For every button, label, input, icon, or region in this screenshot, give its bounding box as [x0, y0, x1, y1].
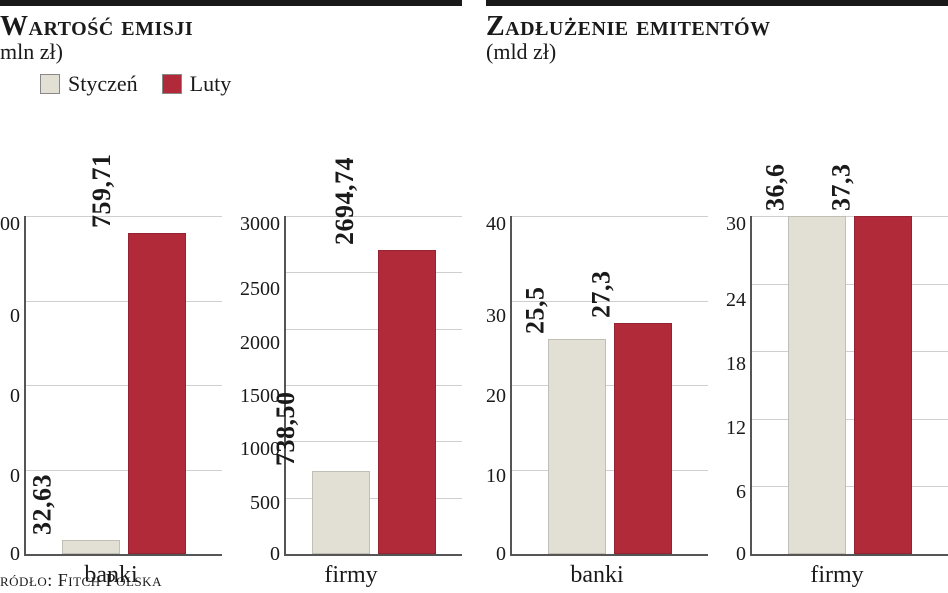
bar-series-a: 25,5 — [548, 339, 606, 554]
y-tick: 30 — [726, 214, 746, 234]
y-tick: 24 — [726, 290, 746, 310]
y-tick: 0 — [10, 386, 20, 406]
bar-series-b: 37,3 — [854, 216, 912, 554]
bar-series-b: 2694,74 — [378, 250, 436, 554]
y-tick: 18 — [726, 354, 746, 374]
y-tick: 2500 — [240, 279, 280, 299]
bar-series-a: 36,6 — [788, 216, 846, 554]
y-tick: 0 — [496, 544, 506, 564]
plot-area: 25,5 27,3 — [510, 216, 708, 556]
title-block-left: Wartość emisji mln zł) — [0, 6, 462, 65]
bars: 36,6 37,3 — [752, 216, 948, 554]
title-sub-right: (mld zł) — [486, 41, 948, 63]
title-block-right: Zadłużenie emitentów (mld zł) — [486, 6, 948, 65]
y-tick: 500 — [250, 493, 280, 513]
y-tick: 10 — [486, 466, 506, 486]
charts-row-right: 40 30 20 10 0 25,5 27,3 banki — [486, 105, 948, 593]
plot-wrap: 300025002000150010005000 738,50 2694,74 — [240, 216, 462, 556]
bars: 738,50 2694,74 — [286, 216, 462, 554]
y-axis: 403020100 — [486, 216, 510, 556]
title-sub-left: mln zł) — [0, 41, 462, 63]
source-line: ródło: Fitch Polska — [0, 570, 162, 591]
y-tick: 6 — [736, 482, 746, 502]
y-tick: 20 — [486, 386, 506, 406]
y-tick: 2000 — [240, 333, 280, 353]
legend-label-a: Styczeń — [68, 71, 138, 97]
legend-swatch-a — [40, 74, 60, 94]
plot-wrap: 3024181260 36,6 37,3 — [726, 216, 948, 556]
bars: 32,63 759,71 — [26, 216, 222, 554]
y-tick: 0 — [736, 544, 746, 564]
y-tick: 00 — [0, 214, 20, 234]
bar-label: 25,5 — [520, 286, 550, 340]
x-axis-label: firmy — [726, 556, 948, 589]
bar-series-b: 27,3 — [614, 323, 672, 554]
plot-area: 36,6 37,3 — [750, 216, 948, 556]
bar-series-a: 32,63 — [62, 540, 120, 554]
legend-label-b: Luty — [190, 71, 232, 97]
panel-debt: Zadłużenie emitentów (mld zł) 40 30 20 10 0 … — [486, 0, 948, 593]
bar-label: 759,71 — [87, 154, 117, 235]
chart-left-firmy: 300025002000150010005000 738,50 2694,74 — [240, 216, 462, 589]
legend-item-a: Styczeń — [40, 71, 138, 97]
y-tick: 0 — [270, 544, 280, 564]
plot-wrap: 000000 32,63 759,71 — [0, 216, 222, 556]
title-main-left: Wartość emisji — [0, 12, 462, 41]
bar-label: 2694,74 — [330, 157, 360, 251]
y-axis: 3024181260 — [726, 216, 750, 556]
y-tick: 40 — [486, 214, 506, 234]
bar-series-b: 759,71 — [128, 233, 186, 554]
page-root: Wartość emisji mln zł) Styczeń Luty 0000… — [0, 0, 948, 593]
plot-area: 738,50 2694,74 — [284, 216, 462, 556]
y-tick: 12 — [726, 418, 746, 438]
legend: Styczeń Luty — [0, 65, 462, 101]
y-axis: 000000 — [0, 216, 24, 556]
bar-label: 32,63 — [28, 474, 58, 541]
legend-item-b: Luty — [162, 71, 232, 97]
bar-label: 37,3 — [826, 164, 856, 218]
y-tick: 0 — [10, 544, 20, 564]
legend-spacer — [486, 65, 948, 105]
y-tick: 0 — [10, 466, 20, 486]
y-axis: 300025002000150010005000 — [240, 216, 284, 556]
plot-wrap: 403020100 25,5 27,3 — [486, 216, 708, 556]
y-tick: 0 — [10, 306, 20, 326]
chart-right-banki: 40 30 20 10 0 25,5 27,3 banki — [486, 216, 708, 589]
y-tick: 30 — [486, 306, 506, 326]
bar-series-a: 738,50 — [312, 471, 370, 554]
bars: 25,5 27,3 — [512, 216, 708, 554]
bar-label: 36,6 — [760, 164, 790, 218]
plot-area: 32,63 759,71 — [24, 216, 222, 556]
charts-row-left: 000000 32,63 759,71 banki — [0, 101, 462, 593]
legend-swatch-b — [162, 74, 182, 94]
chart-left-banki: 000000 32,63 759,71 banki — [0, 216, 222, 589]
panel-emission-value: Wartość emisji mln zł) Styczeń Luty 0000… — [0, 0, 462, 593]
bar-label: 27,3 — [586, 271, 616, 325]
y-tick: 3000 — [240, 214, 280, 234]
chart-right-firmy: 30 24 18 12 6 0 36,6 37,3 firmy — [726, 216, 948, 589]
title-main-right: Zadłużenie emitentów — [486, 12, 948, 41]
bar-label: 738,50 — [271, 391, 301, 472]
x-axis-label: banki — [486, 556, 708, 589]
